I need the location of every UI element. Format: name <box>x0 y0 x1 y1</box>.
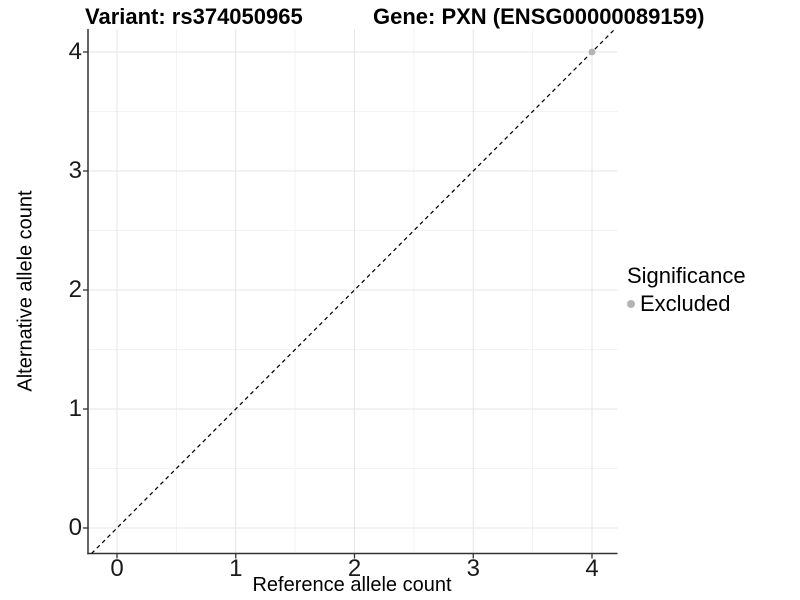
x-tick-label: 0 <box>110 555 124 582</box>
x-tick-label: 4 <box>585 555 599 582</box>
identity-line <box>91 28 616 554</box>
figure-title-gene: Gene: PXN (ENSG00000089159) <box>373 4 705 29</box>
data-point <box>588 48 596 56</box>
legend: Significance Excluded <box>627 262 746 317</box>
x-tick-label: 2 <box>347 555 362 582</box>
excluded-circle-icon <box>627 300 635 308</box>
legend-title: Significance <box>627 263 746 288</box>
figure-title-variant: Variant: rs374050965 <box>85 4 303 29</box>
y-tick-label: 1 <box>68 395 82 422</box>
legend-item-excluded: Excluded <box>627 291 746 317</box>
legend-item-label: Excluded <box>640 291 731 316</box>
y-tick-label: 3 <box>68 157 82 184</box>
y-tick-label: 2 <box>68 276 82 303</box>
y-tick-label: 4 <box>68 38 82 65</box>
y-tick-label: 0 <box>68 514 82 541</box>
x-tick-label: 1 <box>229 555 243 582</box>
x-tick-label: 3 <box>466 555 480 582</box>
y-axis-title: Alternative allele count <box>14 190 37 392</box>
x-axis-title: Reference allele count <box>252 574 452 596</box>
